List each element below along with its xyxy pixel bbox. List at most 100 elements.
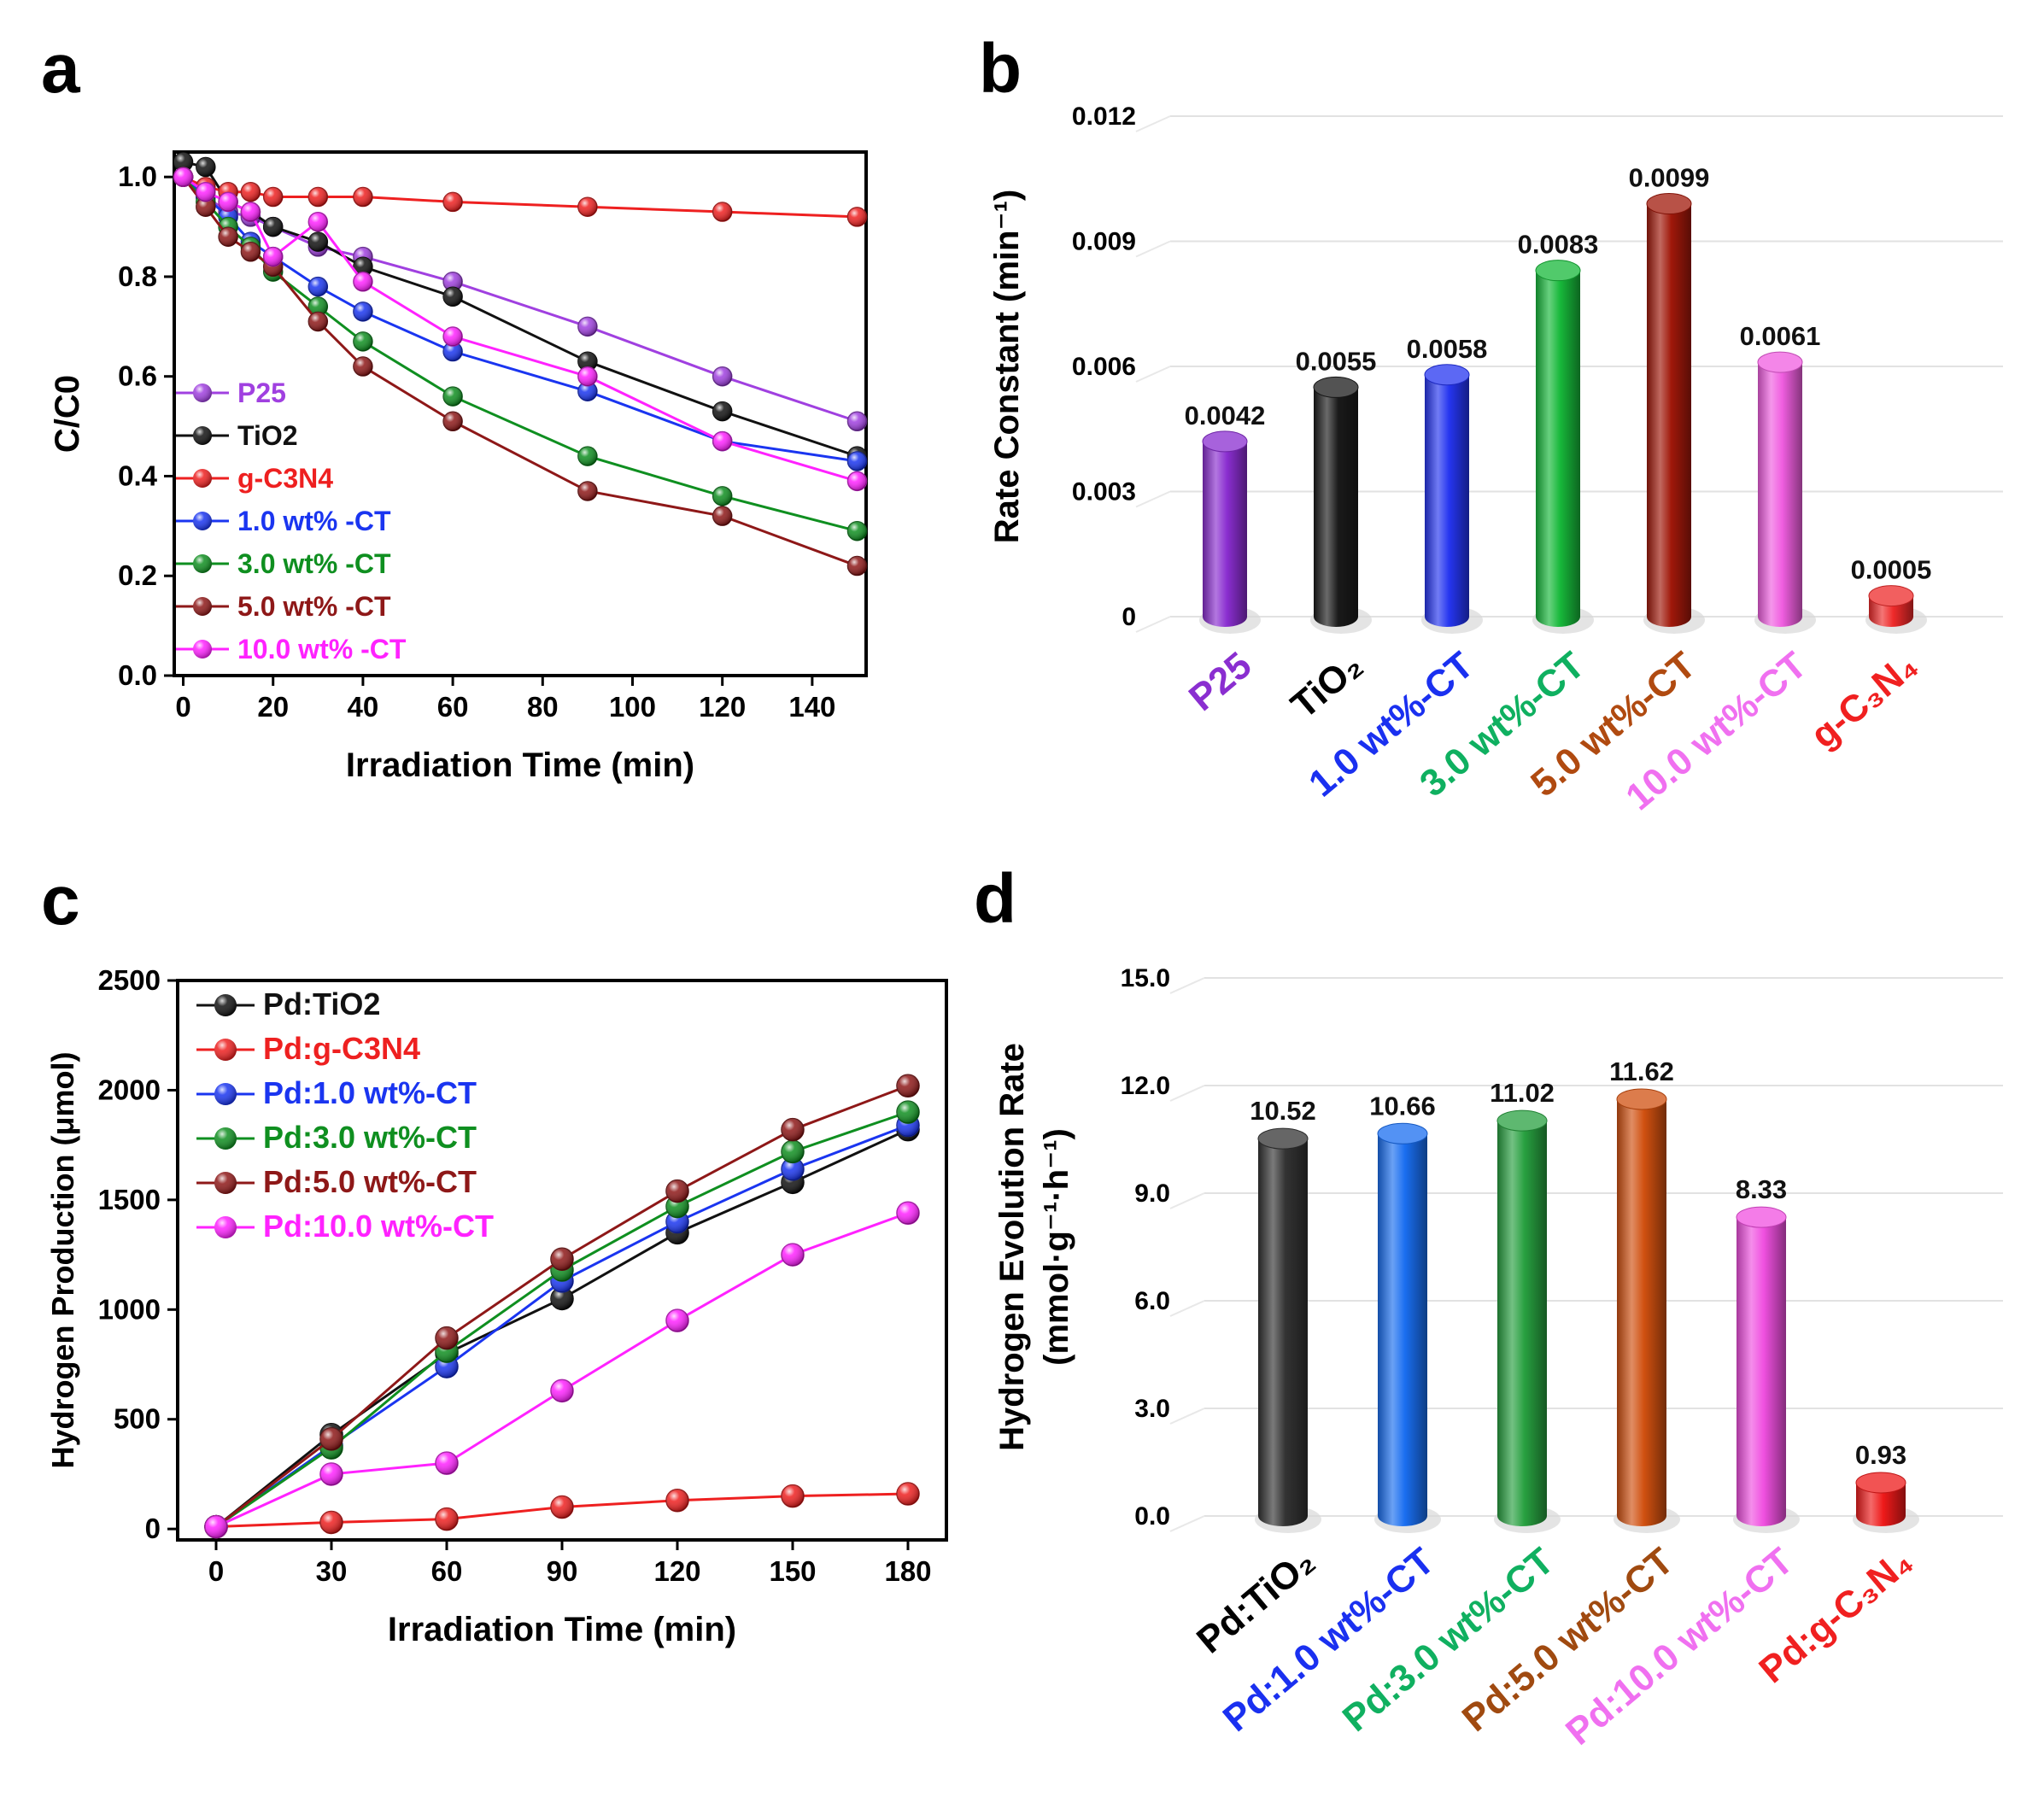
bar-d-5 xyxy=(1853,1472,1919,1533)
bar-value-label: 10.66 xyxy=(1369,1091,1436,1121)
bar-b-0 xyxy=(1199,430,1261,634)
data-point-highlight xyxy=(308,187,328,207)
grid-line-depth xyxy=(1169,1085,1205,1102)
y-tick-label: 2000 xyxy=(98,1074,161,1105)
y-tick-label: 0.8 xyxy=(118,260,157,292)
bar-top xyxy=(1313,376,1359,398)
bar-body xyxy=(1758,362,1802,627)
legend-marker-highlight xyxy=(214,994,237,1016)
legend-label: 5.0 wt% -CT xyxy=(237,591,391,622)
data-point-highlight xyxy=(173,167,193,187)
data-point-highlight xyxy=(577,366,597,386)
grid-line-depth xyxy=(1169,1408,1205,1425)
data-point-highlight xyxy=(443,387,463,407)
bar-body xyxy=(1856,1482,1906,1526)
y-tick-label: 12.0 xyxy=(1121,1072,1170,1100)
bar-top xyxy=(1424,364,1470,386)
x-tick-label: 30 xyxy=(316,1555,348,1587)
y-tick-label: 1000 xyxy=(98,1293,161,1325)
y-tick-label: 0.2 xyxy=(118,559,157,591)
bar-top xyxy=(1496,1109,1548,1132)
data-point-highlight xyxy=(443,192,463,212)
bar-top xyxy=(1646,193,1692,215)
bar-d-1 xyxy=(1374,1122,1441,1533)
data-point-highlight xyxy=(577,197,597,217)
bar-b-6 xyxy=(1865,585,1927,634)
x-tick-label: 150 xyxy=(769,1555,816,1587)
data-point-highlight xyxy=(897,1101,919,1124)
data-point-highlight xyxy=(897,1202,919,1225)
data-point-highlight xyxy=(353,331,372,351)
grid-line-depth xyxy=(1135,115,1171,132)
x-tick-label: 40 xyxy=(348,691,379,723)
bar-d-2 xyxy=(1494,1109,1561,1533)
data-point-highlight xyxy=(782,1140,804,1163)
y-tick-label: 1.0 xyxy=(118,161,157,192)
panel-letter-d: d xyxy=(974,860,1016,938)
legend-marker-highlight xyxy=(193,469,212,488)
bar-d-4 xyxy=(1733,1206,1800,1533)
legend-label: Pd:TiO2 xyxy=(263,986,380,1021)
panel-letter-c: c xyxy=(41,862,80,939)
y-tick-label: 0.012 xyxy=(1072,102,1136,131)
data-point-highlight xyxy=(443,287,463,307)
data-point-highlight xyxy=(443,272,463,291)
data-point-highlight xyxy=(308,296,328,316)
y-tick-label: 0 xyxy=(145,1513,161,1544)
data-point-highlight xyxy=(666,1179,688,1203)
bar-b-4 xyxy=(1643,193,1705,634)
data-point-highlight xyxy=(782,1484,804,1507)
data-point-highlight xyxy=(353,257,372,277)
x-tick-label: 0 xyxy=(175,691,190,723)
legend-marker-highlight xyxy=(193,512,212,530)
series-a-2 xyxy=(173,167,868,227)
data-point-highlight xyxy=(897,1074,919,1098)
x-tick-label: 140 xyxy=(788,691,835,723)
data-point-highlight xyxy=(219,227,238,247)
legend-marker-highlight xyxy=(193,426,212,445)
bar-body xyxy=(1203,441,1247,627)
bar-top xyxy=(1868,585,1914,607)
chart-panel-a: 0 20 40 60 80 100 120 140 0.0 0.2 0.4 0.6 0.8 1.0 Irra… xyxy=(49,150,868,784)
legend-marker-highlight xyxy=(214,1172,237,1194)
bar-body xyxy=(1617,1098,1666,1526)
bar-value-label: 0.0099 xyxy=(1629,163,1710,193)
y-tick-label: 0.009 xyxy=(1072,228,1136,256)
data-point-highlight xyxy=(847,521,867,541)
data-point-highlight xyxy=(443,327,463,347)
y-tick-label: 0.003 xyxy=(1072,478,1136,506)
y-axis-units: (mmol·g⁻¹·h⁻¹) xyxy=(1038,1128,1075,1366)
bar-d-0 xyxy=(1255,1127,1321,1533)
data-point-highlight xyxy=(308,312,328,331)
data-point-highlight xyxy=(263,217,283,237)
data-point-highlight xyxy=(353,272,372,291)
data-point-highlight xyxy=(551,1248,573,1271)
y-axis-title: Hydrogen Evolution Rate xyxy=(993,1043,1031,1451)
legend-marker-highlight xyxy=(214,1216,237,1238)
bar-b-3 xyxy=(1532,260,1594,634)
data-point-highlight xyxy=(436,1452,458,1475)
bar-value-label: 10.52 xyxy=(1250,1096,1316,1126)
data-point-highlight xyxy=(897,1483,919,1506)
legend-label: g-C3N4 xyxy=(237,463,333,494)
data-point-highlight xyxy=(308,212,328,231)
data-point-highlight xyxy=(320,1462,343,1485)
legend-label: Pd:1.0 wt%-CT xyxy=(263,1075,477,1110)
bar-value-label: 8.33 xyxy=(1736,1174,1787,1204)
panel-letter-a: a xyxy=(41,30,81,108)
chart-panel-c: 0 30 60 90 120 150 180 0 500 1000 1500 2000 2500 Irra… xyxy=(45,964,948,1648)
bar-top xyxy=(1855,1472,1906,1494)
legend-marker-highlight xyxy=(214,1127,237,1150)
y-tick-label: 0.0 xyxy=(1134,1502,1170,1531)
x-tick-label: 120 xyxy=(699,691,746,723)
x-tick-label: 80 xyxy=(527,691,559,723)
data-point-highlight xyxy=(782,1157,804,1180)
data-point-highlight xyxy=(219,192,238,212)
bar-body xyxy=(1737,1217,1786,1526)
data-point-highlight xyxy=(436,1507,458,1531)
bar-value-label: 0.0058 xyxy=(1407,334,1488,364)
category-label: Pd:3.0 wt%-CT xyxy=(1335,1540,1562,1740)
y-tick-label: 15.0 xyxy=(1121,964,1170,992)
data-point-highlight xyxy=(847,451,867,471)
category-label: P25 xyxy=(1181,644,1259,719)
